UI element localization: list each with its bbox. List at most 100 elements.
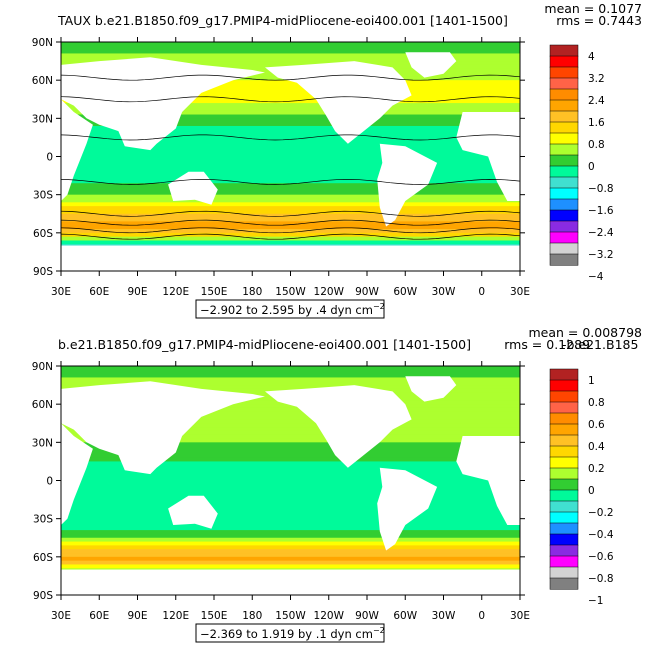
colorbar-cell <box>549 544 579 557</box>
heatmap-cell <box>61 190 520 196</box>
heatmap-cell <box>61 453 520 459</box>
land-mask-south-america <box>377 467 438 551</box>
heatmap-cell <box>61 476 520 481</box>
heatmap-cell <box>61 175 520 180</box>
heatmap-cell <box>61 110 520 116</box>
heatmap-cell <box>61 133 520 138</box>
heatmap-cell <box>61 427 520 432</box>
colorbar-label: 1.6 <box>588 117 605 129</box>
heatmap-cell <box>61 194 520 199</box>
land-mask-north-america <box>265 385 412 468</box>
colorbar-cell <box>549 176 579 189</box>
colorbar-cell <box>549 220 579 233</box>
heatmap-cell <box>61 419 520 424</box>
contour-line <box>60 179 521 185</box>
y-tick-label: 90N <box>32 361 53 373</box>
heatmap-cell <box>61 103 520 108</box>
colorbar-cell <box>549 121 579 134</box>
y-tick-label: 30N <box>32 437 53 449</box>
heatmap-cell <box>61 385 520 390</box>
y-tick-label: 30S <box>33 514 53 526</box>
colorbar-cell <box>549 522 579 535</box>
colorbar-cell <box>549 209 579 222</box>
y-tick-label: 0 <box>46 152 53 164</box>
heatmap-cell <box>61 522 520 527</box>
colorbar-label: −0.2 <box>588 507 614 519</box>
y-tick-label: 30N <box>32 113 53 125</box>
x-tick-label: 120E <box>162 610 189 622</box>
heatmap-cell <box>61 225 520 230</box>
heatmap-cell <box>61 404 520 409</box>
heatmap-cell <box>61 240 520 245</box>
colorbar-cell <box>549 368 579 381</box>
heatmap-cell <box>61 49 520 54</box>
heatmap-cell <box>61 537 520 543</box>
colorbar-label: −0.8 <box>588 573 614 585</box>
heatmap-cell <box>61 106 520 112</box>
y-tick-label: 0 <box>46 476 53 488</box>
heatmap-cell <box>61 129 520 135</box>
heatmap-cell <box>61 438 520 443</box>
colorbar-label: 0 <box>588 485 595 497</box>
heatmap-cell <box>61 171 520 177</box>
x-tick-label: 180 <box>242 286 262 298</box>
heatmap-cell <box>61 87 520 93</box>
heatmap-cell <box>61 202 520 207</box>
y-tick-label: 90S <box>33 266 53 278</box>
land-mask-eurasia <box>61 381 265 475</box>
colorbar-cell <box>549 88 579 101</box>
x-tick-label: 90W <box>355 286 379 298</box>
heatmap-cell <box>61 491 520 497</box>
colorbar-cell <box>549 511 579 524</box>
colorbar-label: −1 <box>588 595 603 607</box>
x-tick-label: 30E <box>51 286 71 298</box>
heatmap-cell <box>61 484 520 489</box>
top-chart: TAUX b.e21.B1850.f09_g17.PMIP4-midPlioce… <box>32 1 642 319</box>
heatmap-cell <box>61 518 520 523</box>
heatmap-cell <box>61 495 520 501</box>
heatmap-cell <box>61 442 520 447</box>
land-mask-south-america <box>377 143 438 227</box>
heatmap-cell <box>61 369 520 375</box>
heatmap-cell <box>61 160 520 165</box>
colorbar-cell <box>549 154 579 167</box>
x-tick-label: 30E <box>510 286 530 298</box>
contour-info: −2.902 to 2.595 by .4 dyn cm−2 <box>200 302 385 317</box>
heatmap-cell <box>61 488 520 493</box>
colorbar-label: 2.4 <box>588 95 605 107</box>
colorbar-label: −2.4 <box>588 227 614 239</box>
heatmap-cell <box>61 83 520 89</box>
heatmap-cell <box>61 45 520 51</box>
colorbar-label: 0 <box>588 161 595 173</box>
colorbar-label: 0.2 <box>588 463 605 475</box>
heatmap-cell <box>61 80 520 85</box>
colorbar-cell <box>549 456 579 469</box>
heatmap-cell <box>61 95 520 100</box>
heatmap-cell <box>61 164 520 169</box>
colorbar-cell <box>549 423 579 436</box>
heatmap-cell <box>61 42 520 47</box>
x-tick-label: 30E <box>510 610 530 622</box>
heatmap-cell <box>61 366 520 371</box>
colorbar-cell <box>549 489 579 502</box>
x-tick-label: 30E <box>51 610 71 622</box>
land-mask-antarctica <box>61 569 520 595</box>
colorbar-cell <box>549 533 579 546</box>
heatmap-cell <box>61 167 520 173</box>
colorbar-label: 4 <box>588 51 595 63</box>
heatmap-cell <box>61 472 520 478</box>
x-tick-label: 120E <box>162 286 189 298</box>
colorbar-cell <box>549 577 579 590</box>
heatmap-cell <box>61 187 520 192</box>
x-tick-label: 90E <box>128 286 148 298</box>
colorbar-label: 0.8 <box>588 397 605 409</box>
colorbar-label: 1 <box>588 375 595 387</box>
bottom-panel: b.e21.B1850.f09_g17.PMIP4-midPliocene-eo… <box>0 324 647 647</box>
land-mask-antarctica <box>61 245 520 271</box>
colorbar-cell <box>549 187 579 200</box>
colorbar-cell <box>549 242 579 255</box>
heatmap-cell <box>61 511 520 516</box>
land-mask-eurasia <box>61 57 265 151</box>
rms-stat: rms = 0.1289 <box>504 337 590 352</box>
rms-stat: rms = 0.7443 <box>556 13 642 28</box>
